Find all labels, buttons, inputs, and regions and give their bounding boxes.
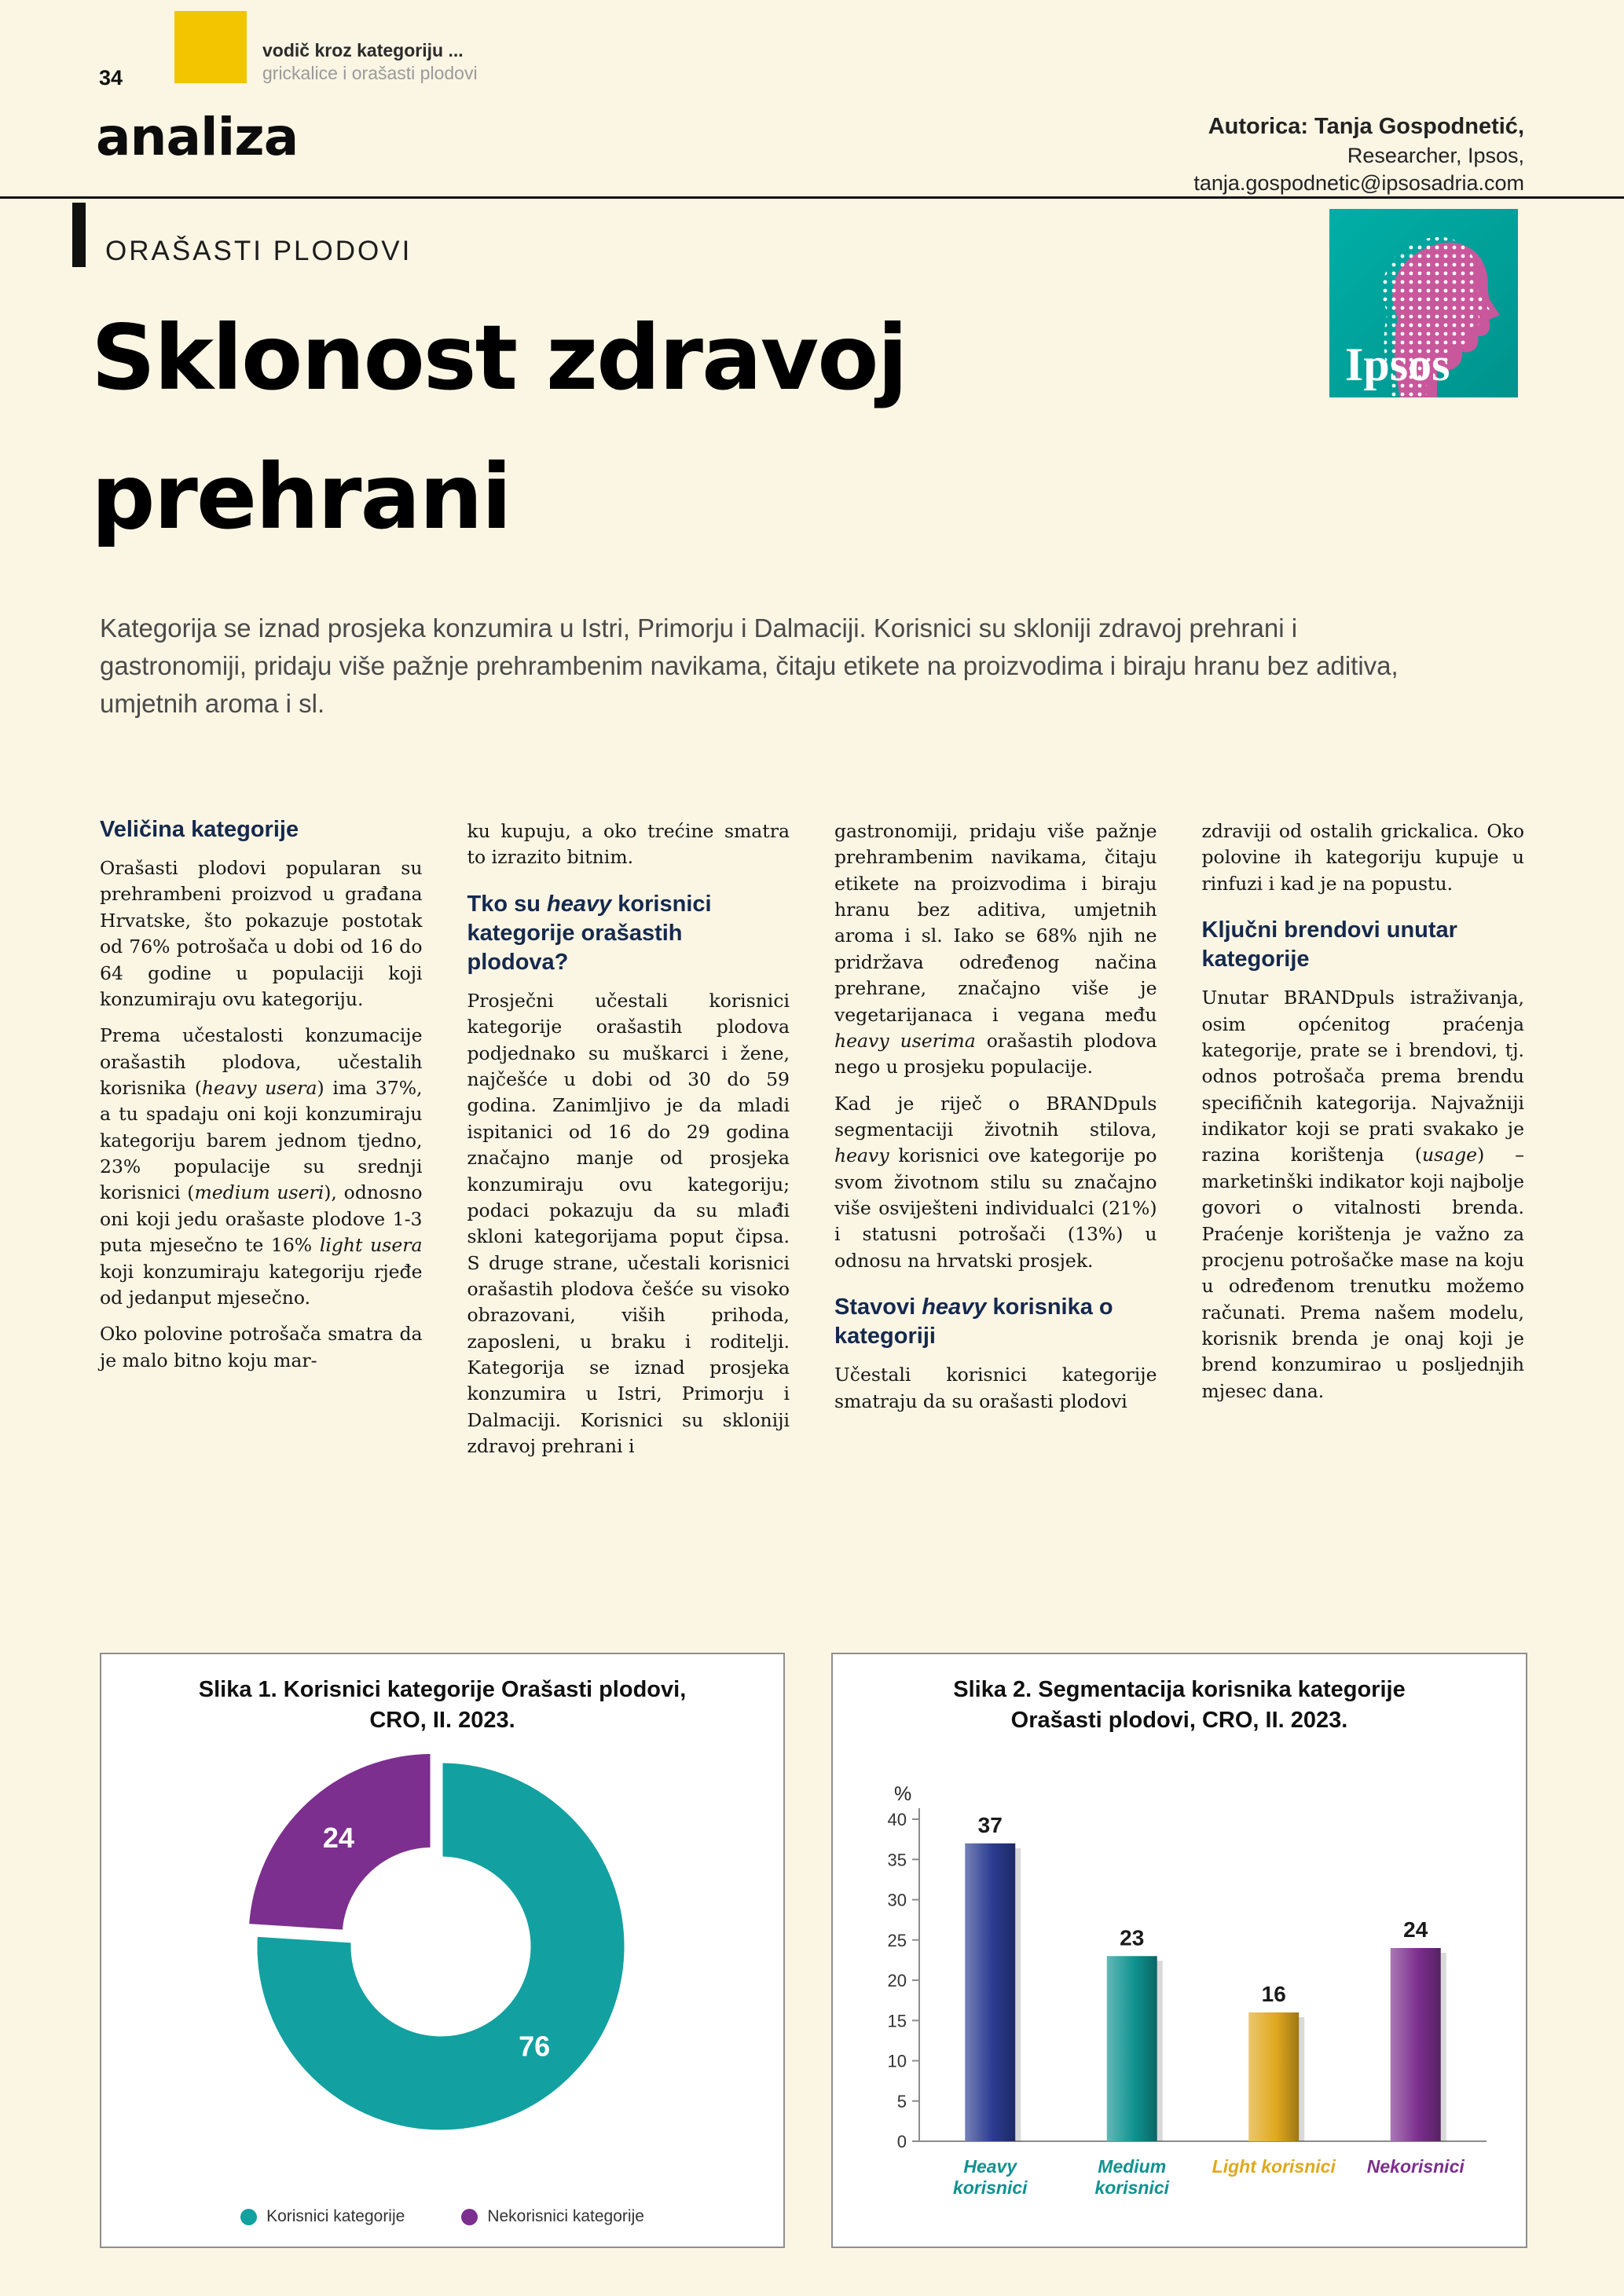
article-column-3: gastronomiji, pridaju više pažnje prehra… xyxy=(834,818,1157,1470)
category-label: korisnici xyxy=(1094,2177,1169,2198)
figure-slika-2: Slika 2. Segmentacija korisnika kategori… xyxy=(831,1653,1527,2248)
body-paragraph: Prosječni učestali korisnici kategorije … xyxy=(467,990,790,1458)
y-axis-unit-label: % xyxy=(894,1783,911,1805)
article-eyebrow: ORAŠASTI PLODOVI xyxy=(105,236,412,266)
column-heading: Ključni brendovi unutar kategorije xyxy=(1201,917,1457,972)
headline-line-2: prehrani xyxy=(91,444,512,549)
y-axis-tick-label: 20 xyxy=(888,1971,907,1990)
donut-slice-2 xyxy=(245,1749,434,1934)
bar-shadow xyxy=(1440,1953,1446,2141)
figure-1-title: Slika 1. Korisnici kategorije Orašasti p… xyxy=(101,1675,783,1736)
section-title: analiza xyxy=(96,107,299,167)
body-paragraph: ku kupuju, a oko trećine smatra to izraz… xyxy=(467,820,790,869)
figure-slika-1: Slika 1. Korisnici kategorije Orašasti p… xyxy=(100,1653,785,2248)
category-kicker: vodič kroz kategoriju ... grickalice i o… xyxy=(262,39,478,85)
category-label: Medium xyxy=(1098,2156,1166,2177)
article-column-1: Veličina kategorije Orašasti plodovi popu… xyxy=(100,817,423,1470)
y-axis-tick-label: 5 xyxy=(897,2092,907,2111)
bar-value-label: 16 xyxy=(1262,1982,1286,2006)
ipsos-face-dotted-profile xyxy=(1382,236,1490,397)
author-block: Autorica: Tanja Gospodnetić, Researcher,… xyxy=(1193,112,1524,198)
category-label: Nekorisnici xyxy=(1367,2156,1465,2177)
legend-item-1: Korisnici kategorije xyxy=(240,2207,405,2226)
author-role: Researcher, Ipsos, xyxy=(1347,143,1524,167)
legend-dot xyxy=(240,2208,258,2225)
body-paragraph: zdraviji od ostalih grickalica. Oko polo… xyxy=(1201,820,1525,895)
article-column-2: ku kupuju, a oko trećine smatra to izraz… xyxy=(467,818,790,1470)
y-axis-tick-label: 25 xyxy=(888,1931,907,1950)
legend-item-2: Nekorisnici kategorije xyxy=(461,2207,644,2226)
ipsos-wordmark: Ipsos xyxy=(1345,339,1450,390)
y-axis-tick-label: 35 xyxy=(888,1850,907,1869)
figure-2-title-line-2: Orašasti plodovi, CRO, II. 2023. xyxy=(1010,1708,1348,1734)
body-paragraph: Kad je riječ o BRANDpuls segmentaciji ži… xyxy=(834,1092,1157,1272)
header-rule xyxy=(0,196,1624,199)
bar-1 xyxy=(965,1843,1016,2141)
kicker-line-2: grickalice i orašasti plodovi xyxy=(262,62,478,83)
donut-legend: Korisnici kategorije Nekorisnici kategori… xyxy=(101,2207,783,2226)
kicker-line-1: vodič kroz kategoriju ... xyxy=(262,40,464,60)
bar-value-label: 23 xyxy=(1120,1925,1144,1950)
column-heading: Stavovi heavy korisnika o kategoriji xyxy=(834,1294,1113,1349)
bar-2 xyxy=(1106,1956,1157,2141)
legend-dot xyxy=(461,2208,478,2225)
bar-shadow xyxy=(1157,1961,1163,2141)
figure-2-title: Slika 2. Segmentacija korisnika kategori… xyxy=(833,1675,1526,1736)
body-paragraph: Učestali korisnici kategorije smatraju d… xyxy=(834,1364,1157,1412)
donut-value-label: 24 xyxy=(323,1822,354,1854)
donut-chart: 76 24 xyxy=(245,1749,629,2134)
figure-2-title-line-1: Slika 2. Segmentacija korisnika kategori… xyxy=(953,1677,1406,1702)
category-label: Light korisnici xyxy=(1212,2156,1336,2177)
y-axis-tick-label: 40 xyxy=(888,1810,907,1829)
eyebrow-bar xyxy=(72,203,86,267)
brand-yellow-square xyxy=(174,11,247,83)
body-paragraph: Unutar BRANDpuls istraživanja, osim opće… xyxy=(1201,987,1525,1402)
article-columns: Veličina kategorije Orašasti plodovi popu… xyxy=(100,817,1525,1470)
bar-value-label: 24 xyxy=(1403,1917,1428,1942)
legend-label: Nekorisnici kategorije xyxy=(487,2207,644,2225)
bar-shadow xyxy=(1015,1847,1021,2141)
legend-label: Korisnici kategorije xyxy=(266,2207,405,2225)
article-lead: Kategorija se iznad prosjeka konzumira u… xyxy=(100,613,1399,718)
donut-value-label: 76 xyxy=(519,2030,550,2062)
y-axis-tick-label: 30 xyxy=(888,1891,907,1910)
column-heading: Veličina kategorije xyxy=(100,817,299,842)
y-axis-tick-label: 15 xyxy=(888,2011,907,2031)
category-label: korisnici xyxy=(953,2177,1028,2198)
article-headline: Sklonost zdravoj prehrani xyxy=(91,289,908,566)
figure-1-title-line-1: Slika 1. Korisnici kategorije Orašasti p… xyxy=(198,1677,687,1702)
bar-4 xyxy=(1390,1948,1441,2141)
y-axis-tick-label: 10 xyxy=(888,2052,907,2071)
page-number: 34 xyxy=(99,66,123,90)
body-paragraph: Oko polovine potrošača smatra da je malo… xyxy=(100,1323,423,1371)
author-name: Autorica: Tanja Gospodnetić, xyxy=(1208,114,1524,139)
figure-1-title-line-2: CRO, II. 2023. xyxy=(369,1708,515,1734)
category-label: Heavy xyxy=(963,2156,1017,2177)
body-paragraph: Prema učestalosti konzumacije orašastih … xyxy=(100,1024,423,1309)
donut-slice-1 xyxy=(253,1759,629,2134)
body-paragraph: Orašasti plodovi popularan su prehramben… xyxy=(100,857,423,1010)
ipsos-logo: Ipsos xyxy=(1329,209,1518,397)
y-axis-tick-label: 0 xyxy=(897,2132,907,2151)
bar-3 xyxy=(1248,2012,1300,2141)
author-email: tanja.gospodnetic@ipsosadria.com xyxy=(1193,171,1524,196)
article-column-4: zdraviji od ostalih grickalica. Oko polo… xyxy=(1202,818,1525,1470)
headline-line-1: Sklonost zdravoj xyxy=(91,306,908,410)
bar-shadow xyxy=(1299,2017,1305,2141)
body-paragraph: gastronomiji, pridaju više pažnje prehra… xyxy=(834,820,1157,1078)
column-heading: Tko su heavy korisnici kategorije orašas… xyxy=(467,891,712,975)
bar-value-label: 37 xyxy=(978,1813,1003,1837)
